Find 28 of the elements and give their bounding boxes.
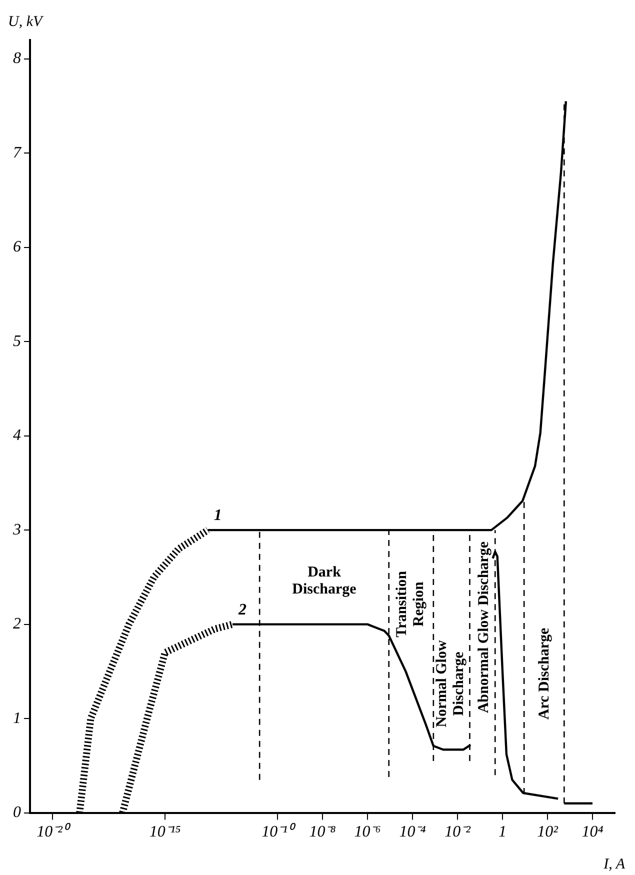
x-tick-label: 10⁻⁸ — [309, 824, 336, 841]
x-axis-title: I, A — [602, 856, 626, 873]
series-label: 1 — [214, 507, 222, 524]
annotation: Arc Discharge — [536, 627, 553, 720]
x-tick-label: 10⁻¹⁰ — [262, 822, 296, 841]
annotation: Normal Glow Discharge — [434, 640, 467, 728]
y-tick-label: 3 — [12, 521, 21, 538]
y-tick-label: 1 — [13, 710, 21, 727]
x-tick-label: 10⁻¹⁵ — [149, 824, 182, 841]
annotation: Transition Region — [394, 570, 428, 638]
annotation: Abnormal Glow Discharge — [476, 541, 492, 714]
y-tick-label: 7 — [13, 144, 22, 162]
y-tick-label: 2 — [13, 616, 21, 633]
x-tick-label: 10⁻⁴ — [399, 824, 426, 841]
y-tick-label: 5 — [13, 332, 21, 350]
y-tick-label: 8 — [13, 50, 21, 68]
y-tick-label: 4 — [13, 427, 21, 444]
x-tick-label: 1 — [498, 824, 506, 841]
series-label: 2 — [238, 601, 246, 618]
x-tick-label: 10⁻⁶ — [354, 824, 382, 841]
x-tick-label: 10⁻² — [444, 824, 472, 841]
y-tick-label: 6 — [13, 238, 21, 256]
x-tick-label: 10⁴ — [582, 824, 604, 841]
annotation: Dark Discharge — [292, 564, 357, 598]
x-tick-label: 10² — [537, 824, 560, 841]
y-axis-title: U, kV — [8, 14, 44, 30]
y-tick-label: 0 — [13, 804, 21, 822]
x-tick-label: 10⁻²⁰ — [36, 822, 72, 841]
